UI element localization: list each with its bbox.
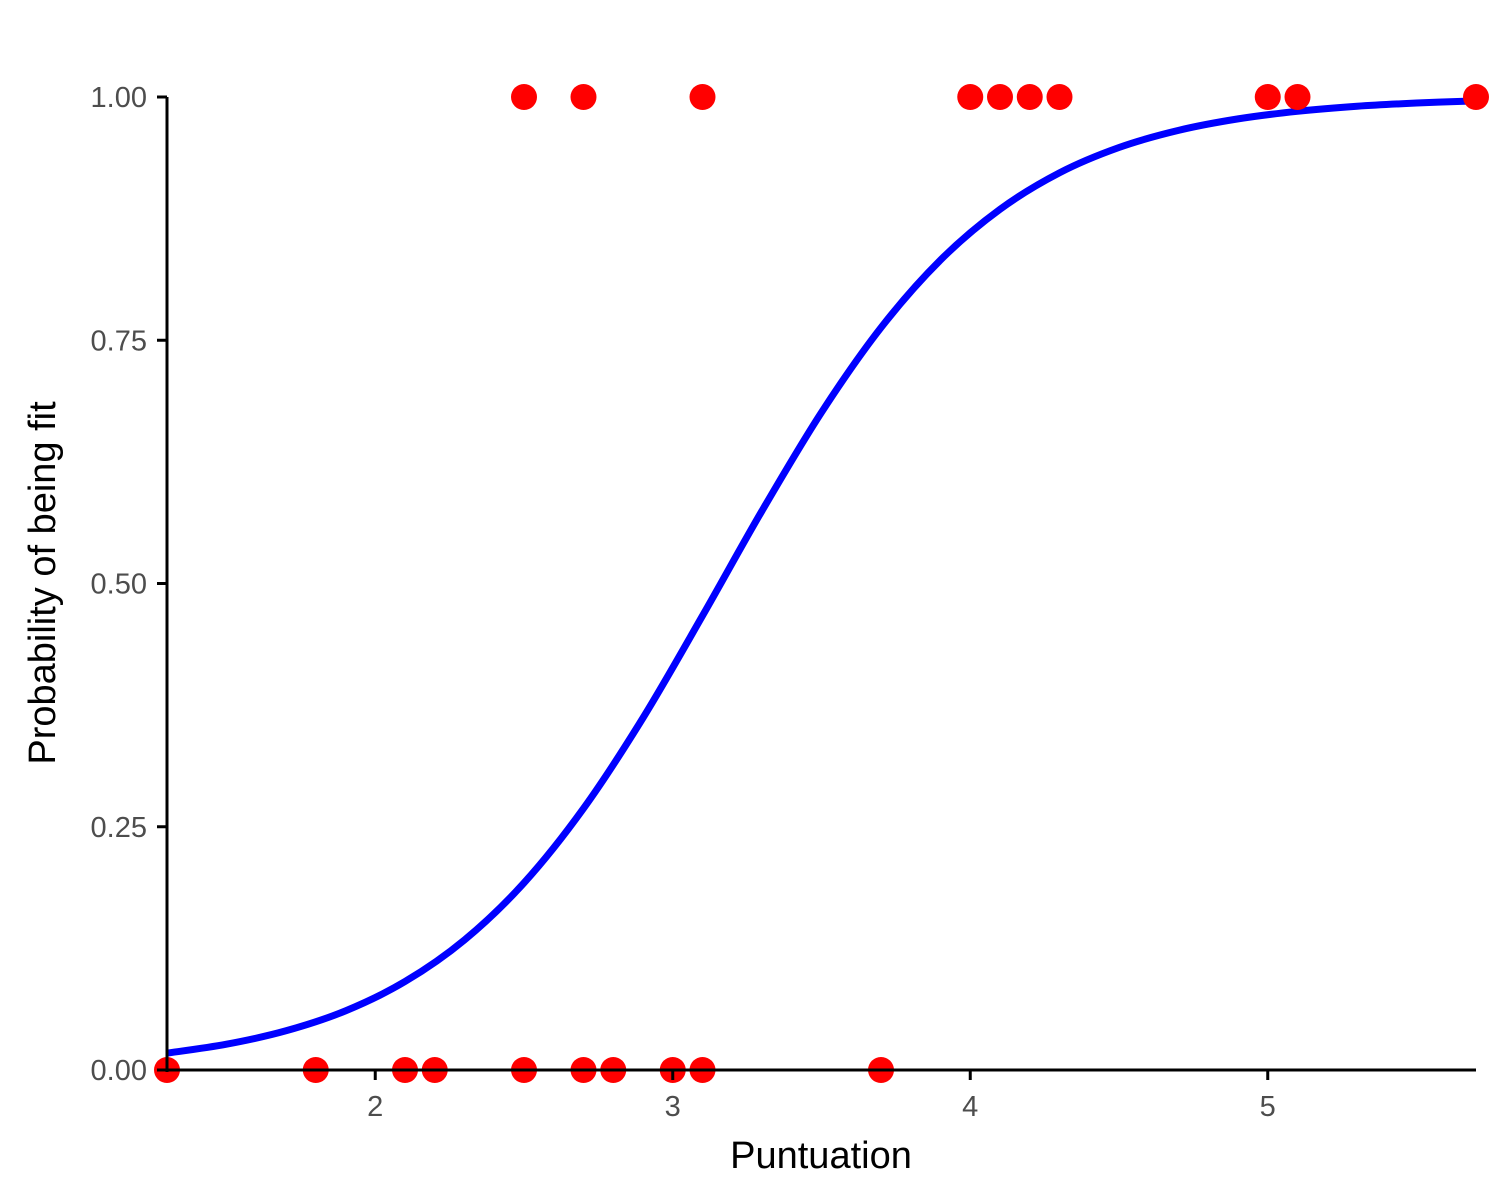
y-tick-label: 0.50 [91,569,147,601]
data-point [1016,84,1043,110]
data-point [1284,84,1311,110]
y-tick-label: 0.25 [91,812,147,844]
data-point [1463,84,1489,110]
data-point [511,84,537,110]
data-point [570,84,597,110]
x-tick-label: 2 [367,1091,383,1123]
y-axis-label: Probability of being fit [22,401,64,765]
y-tick-label: 0.00 [91,1055,147,1087]
x-tick-label: 4 [962,1091,978,1123]
data-point [987,84,1013,110]
fitted-curve [166,97,1477,1057]
data-point [1254,84,1281,110]
x-axis-label: Puntuation [730,1135,912,1177]
y-tick-label: 1.00 [91,82,147,114]
x-tick-label: 5 [1260,1091,1276,1123]
y-tick-label: 0.75 [91,325,147,357]
x-tick-label: 3 [665,1091,681,1123]
data-point [957,84,984,110]
data-point [1046,84,1073,110]
data-point [689,84,716,110]
